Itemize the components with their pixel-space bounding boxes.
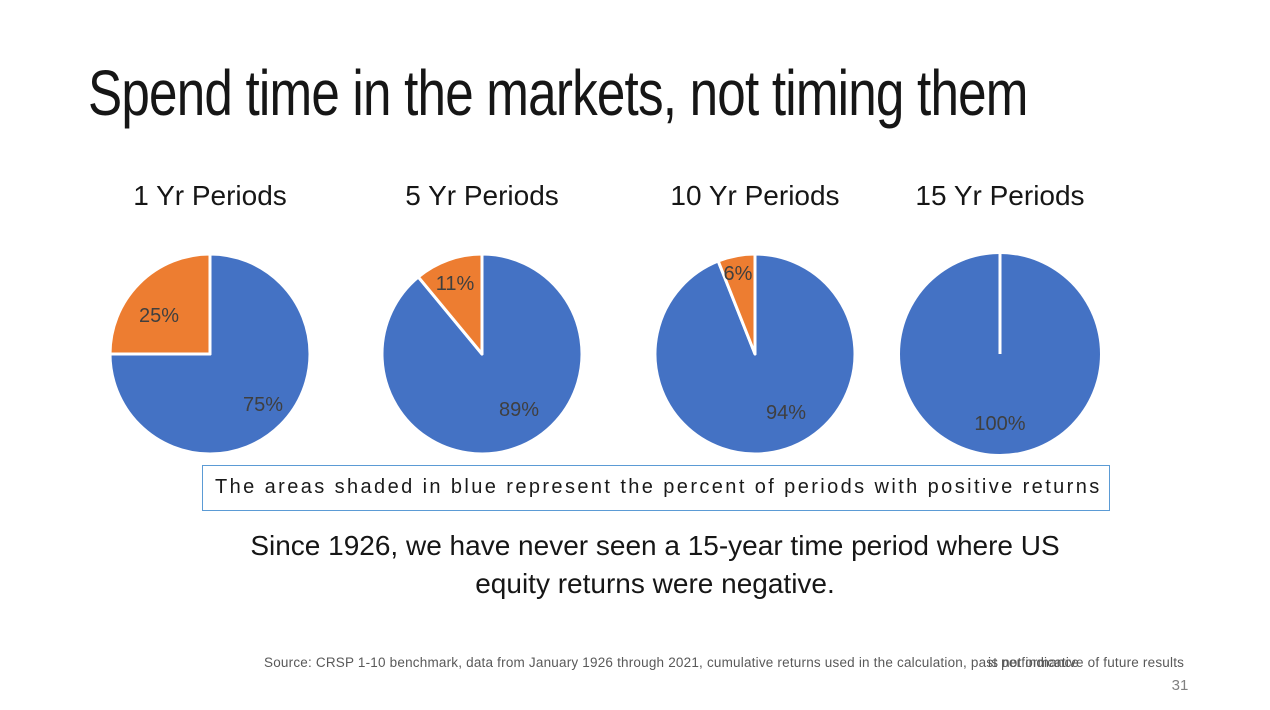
pie-chart-5yr-plot: 89% 11% (380, 252, 584, 456)
pie-slice-label: 75% (243, 394, 283, 416)
statement-text: Since 1926, we have never seen a 15-year… (135, 527, 1175, 603)
pie-chart-15yr: 15 Yr Periods 100% (890, 180, 1110, 470)
pie-chart-5yr-title: 5 Yr Periods (405, 180, 559, 211)
source-overlay-text: is not indicative of future results (988, 655, 1185, 670)
pie-chart-10yr: 10 Yr Periods 94% 6% (645, 180, 865, 470)
callout-text: The areas shaded in blue represent the p… (215, 476, 1102, 498)
pie-chart-10yr-title: 10 Yr Periods (670, 180, 840, 211)
pie-chart-5yr: 5 Yr Periods 89% 11% (372, 180, 592, 470)
statement-line-2: equity returns were negative. (475, 568, 835, 599)
slide-title: Spend time in the markets, not timing th… (88, 57, 1028, 129)
page-number: 31 (1171, 677, 1189, 694)
pie-chart-1yr-title: 1 Yr Periods (133, 180, 287, 211)
pie-slice-label: 94% (766, 402, 806, 424)
source-text: Source: CRSP 1-10 benchmark, data from J… (264, 655, 1080, 670)
pie-chart-10yr-plot: 94% 6% (653, 252, 857, 456)
pie-chart-1yr-plot: 75% 25% (108, 252, 312, 456)
pie-slice-label: 11% (436, 273, 475, 295)
pie-chart-15yr-title: 15 Yr Periods (915, 180, 1085, 211)
pie-slice-label: 100% (974, 413, 1025, 435)
pie-slice-label: 25% (139, 305, 179, 327)
statement-line-1: Since 1926, we have never seen a 15-year… (250, 530, 1060, 561)
pie-chart-1yr: 1 Yr Periods 75% 25% (100, 180, 320, 470)
pie-chart-15yr-plot: 100% (900, 254, 1100, 454)
pie-slice-label: 89% (499, 399, 539, 421)
callout-box: The areas shaded in blue represent the p… (202, 465, 1110, 511)
pie-slice-label: 6% (724, 263, 753, 285)
